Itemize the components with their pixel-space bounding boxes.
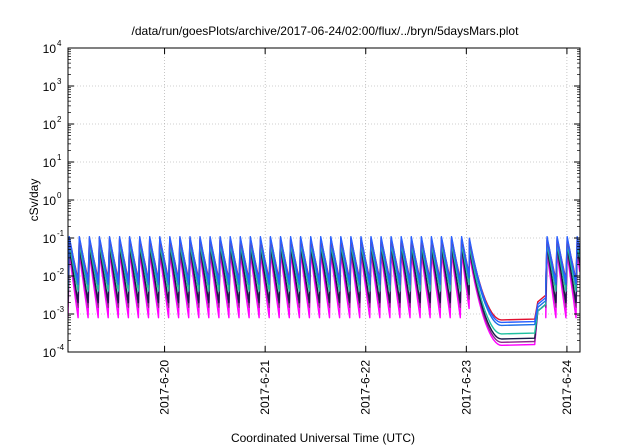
x-tick-label: 2017-6-23	[459, 360, 473, 415]
y-tick-base: 10	[43, 232, 57, 246]
y-tick-base: 10	[43, 194, 57, 208]
y-tick-label: 10	[43, 118, 57, 132]
y-tick-label: 10	[43, 308, 57, 322]
y-tick-exponent: 4	[57, 39, 62, 48]
ticks	[68, 47, 580, 353]
y-tick-exponent: 3	[57, 77, 62, 86]
y-tick-label: 10	[43, 270, 57, 284]
series-layer	[68, 236, 580, 346]
series-line-6	[68, 236, 580, 324]
y-tick-base: 10	[43, 308, 57, 322]
y-axis-label: cSv/day	[27, 179, 41, 222]
y-tick-base: 10	[43, 42, 57, 56]
y-tick-label: 10	[43, 346, 57, 360]
y-tick-base: 10	[43, 118, 57, 132]
grid	[68, 47, 580, 353]
y-tick-exponent: -4	[57, 343, 65, 352]
x-tick-label: 2017-6-20	[158, 360, 172, 415]
y-tick-exponent: -2	[57, 267, 65, 276]
x-tick-label: 2017-6-21	[258, 360, 272, 415]
y-tick-exponent: 0	[57, 191, 62, 200]
y-tick-base: 10	[43, 80, 57, 94]
y-tick-label: 10	[43, 232, 57, 246]
x-tick-label: 2017-6-24	[560, 360, 574, 415]
series-line-3	[68, 243, 580, 335]
x-tick-labels: 2017-6-20 2017-6-21 2017-6-22 2017-6-23 2017…	[158, 360, 574, 415]
y-tick-exponent: -1	[57, 229, 65, 238]
y-tick-base: 10	[43, 346, 57, 360]
x-axis-label: Coordinated Universal Time (UTC)	[231, 431, 415, 445]
y-tick-exponent: 2	[57, 115, 62, 124]
y-tick-label: 10	[43, 80, 57, 94]
y-tick-label: 10	[43, 42, 57, 56]
chart-title: /data/run/goesPlots/archive/2017-06-24/0…	[132, 24, 520, 38]
y-tick-exponent: -3	[57, 305, 65, 314]
y-tick-label: 10	[43, 156, 57, 170]
y-tick-base: 10	[43, 270, 57, 284]
y-tick-base: 10	[43, 156, 57, 170]
y-tick-exponent: 1	[57, 153, 62, 162]
x-tick-label: 2017-6-22	[359, 360, 373, 415]
y-tick-label: 10	[43, 194, 57, 208]
